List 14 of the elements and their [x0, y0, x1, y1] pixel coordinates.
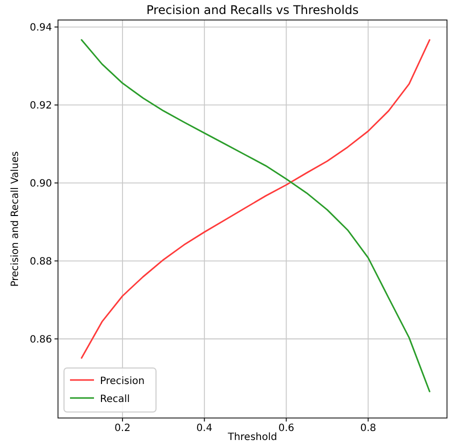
x-tick-label: 0.4	[196, 423, 212, 434]
x-tick-label: 0.2	[114, 423, 130, 434]
legend-label: Recall	[100, 394, 130, 405]
legend-label: Precision	[100, 376, 145, 387]
y-tick-label: 0.88	[30, 256, 52, 268]
chart-title: Precision and Recalls vs Thresholds	[146, 3, 359, 17]
x-axis-title: Threshold	[226, 432, 278, 441]
x-tick-label: 0.8	[360, 423, 376, 434]
y-tick-label: 0.90	[30, 178, 52, 190]
y-tick-label: 0.92	[30, 100, 52, 112]
y-axis-title: Precision and Recall Values	[10, 151, 21, 287]
x-tick-label: 0.6	[278, 423, 294, 434]
y-tick-label: 0.86	[30, 334, 52, 346]
y-tick-label: 0.94	[30, 22, 52, 34]
